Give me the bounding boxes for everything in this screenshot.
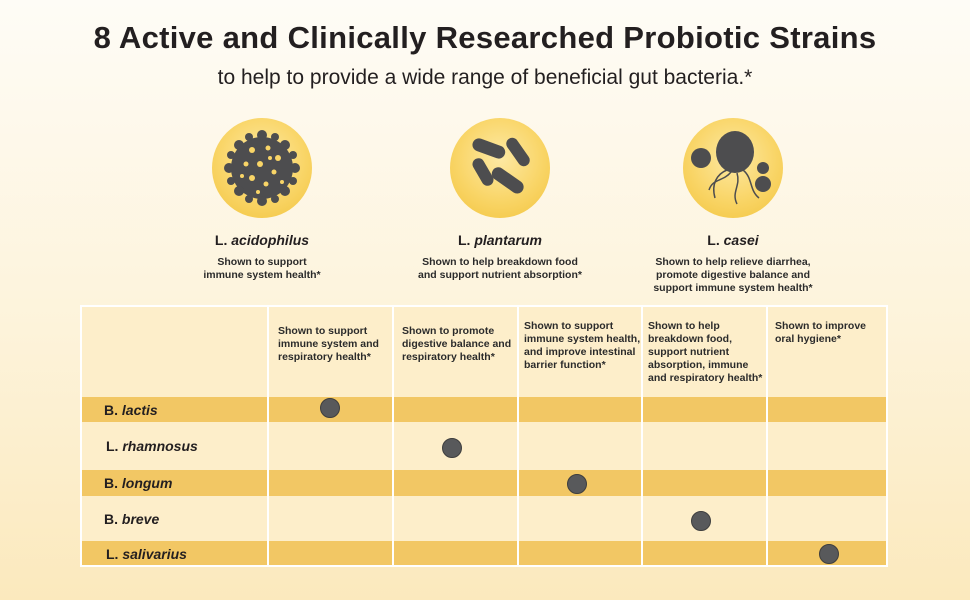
column-divider xyxy=(766,307,768,565)
row-label-longum: B. longum xyxy=(104,475,173,491)
strain-card-plantarum: L. plantarum Shown to help breakdown foo… xyxy=(380,118,620,282)
benefit-dot xyxy=(567,474,587,494)
strain-description: Shown to help relieve diarrhea, promote … xyxy=(653,256,813,294)
page-title: 8 Active and Clinically Researched Probi… xyxy=(93,20,877,55)
coccus-cluster-icon xyxy=(212,118,312,218)
column-divider xyxy=(392,307,394,565)
strain-description: Shown to support immune system health* xyxy=(203,256,321,281)
row-label-salivarius: L. salivarius xyxy=(106,546,187,562)
row-label-lactis: B. lactis xyxy=(104,402,158,418)
strain-description: Shown to help breakdown food and support… xyxy=(418,256,582,281)
column-header-2: Shown to promote digestive balance and r… xyxy=(402,325,512,363)
strain-card-acidophilus: L. acidophilus Shown to support immune s… xyxy=(142,118,382,282)
column-divider xyxy=(517,307,519,565)
benefit-dot xyxy=(320,398,340,418)
column-header-4: Shown to help breakdown food, support nu… xyxy=(648,320,763,384)
benefit-dot xyxy=(442,438,462,458)
column-header-3: Shown to support immune system health, a… xyxy=(524,320,641,371)
table-row-band xyxy=(82,541,886,565)
column-header-1: Shown to support immune system and respi… xyxy=(278,325,379,363)
table-row-band xyxy=(82,397,886,422)
rod-bacteria-icon xyxy=(450,118,550,218)
benefit-dot xyxy=(819,544,839,564)
strain-name: L. plantarum xyxy=(457,232,543,248)
strain-card-casei: L. casei Shown to help relieve diarrhea,… xyxy=(613,118,853,295)
row-label-breve: B. breve xyxy=(104,511,160,527)
column-divider xyxy=(267,307,269,565)
benefits-table: Shown to support immune system and respi… xyxy=(80,305,888,567)
row-label-rhamnosus: L. rhamnosus xyxy=(106,438,198,454)
table-row-band xyxy=(82,470,886,496)
column-divider xyxy=(641,307,643,565)
column-header-5: Shown to improve oral hygiene* xyxy=(775,320,867,345)
benefit-dot xyxy=(691,511,711,531)
strain-name: L. casei xyxy=(707,232,759,248)
flagellated-bacteria-icon xyxy=(683,118,783,218)
strain-name: L. acidophilus xyxy=(214,232,310,248)
page-subtitle: to help to provide a wide range of benef… xyxy=(217,66,753,89)
